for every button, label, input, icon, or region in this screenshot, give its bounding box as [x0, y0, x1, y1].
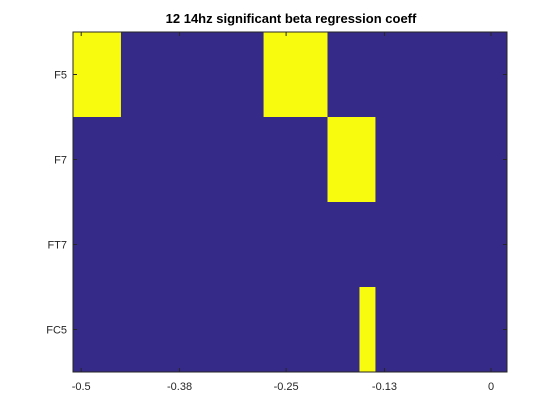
y-tick-label: F5	[54, 70, 67, 82]
chart-title: 12 14hz significant beta regression coef…	[166, 11, 417, 26]
y-tick-label: FT7	[47, 240, 67, 252]
y-tick-label: F7	[54, 155, 67, 167]
x-axis-ticks: -0.5 -0.38 -0.25 -0.13 0	[72, 32, 494, 393]
x-tick-label: -0.38	[167, 381, 192, 393]
x-tick-label: -0.13	[372, 381, 397, 393]
x-tick-label: -0.25	[274, 381, 299, 393]
plot-area	[72, 31, 508, 373]
significant-cell-f7-2	[327, 117, 376, 202]
axes-box	[72, 31, 508, 373]
significant-cell-f5-1	[263, 32, 328, 117]
significant-cell-f5-0	[73, 32, 121, 117]
x-tick-label: 0	[488, 381, 494, 393]
y-tick-label: FC5	[46, 325, 67, 337]
significant-cell-fc5-3	[359, 287, 376, 372]
x-tick-label: -0.5	[72, 381, 91, 393]
y-axis-ticks: F5 F7 FT7 FC5	[46, 70, 507, 337]
